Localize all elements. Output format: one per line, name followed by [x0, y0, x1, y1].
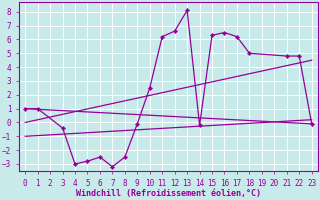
X-axis label: Windchill (Refroidissement éolien,°C): Windchill (Refroidissement éolien,°C) [76, 189, 261, 198]
